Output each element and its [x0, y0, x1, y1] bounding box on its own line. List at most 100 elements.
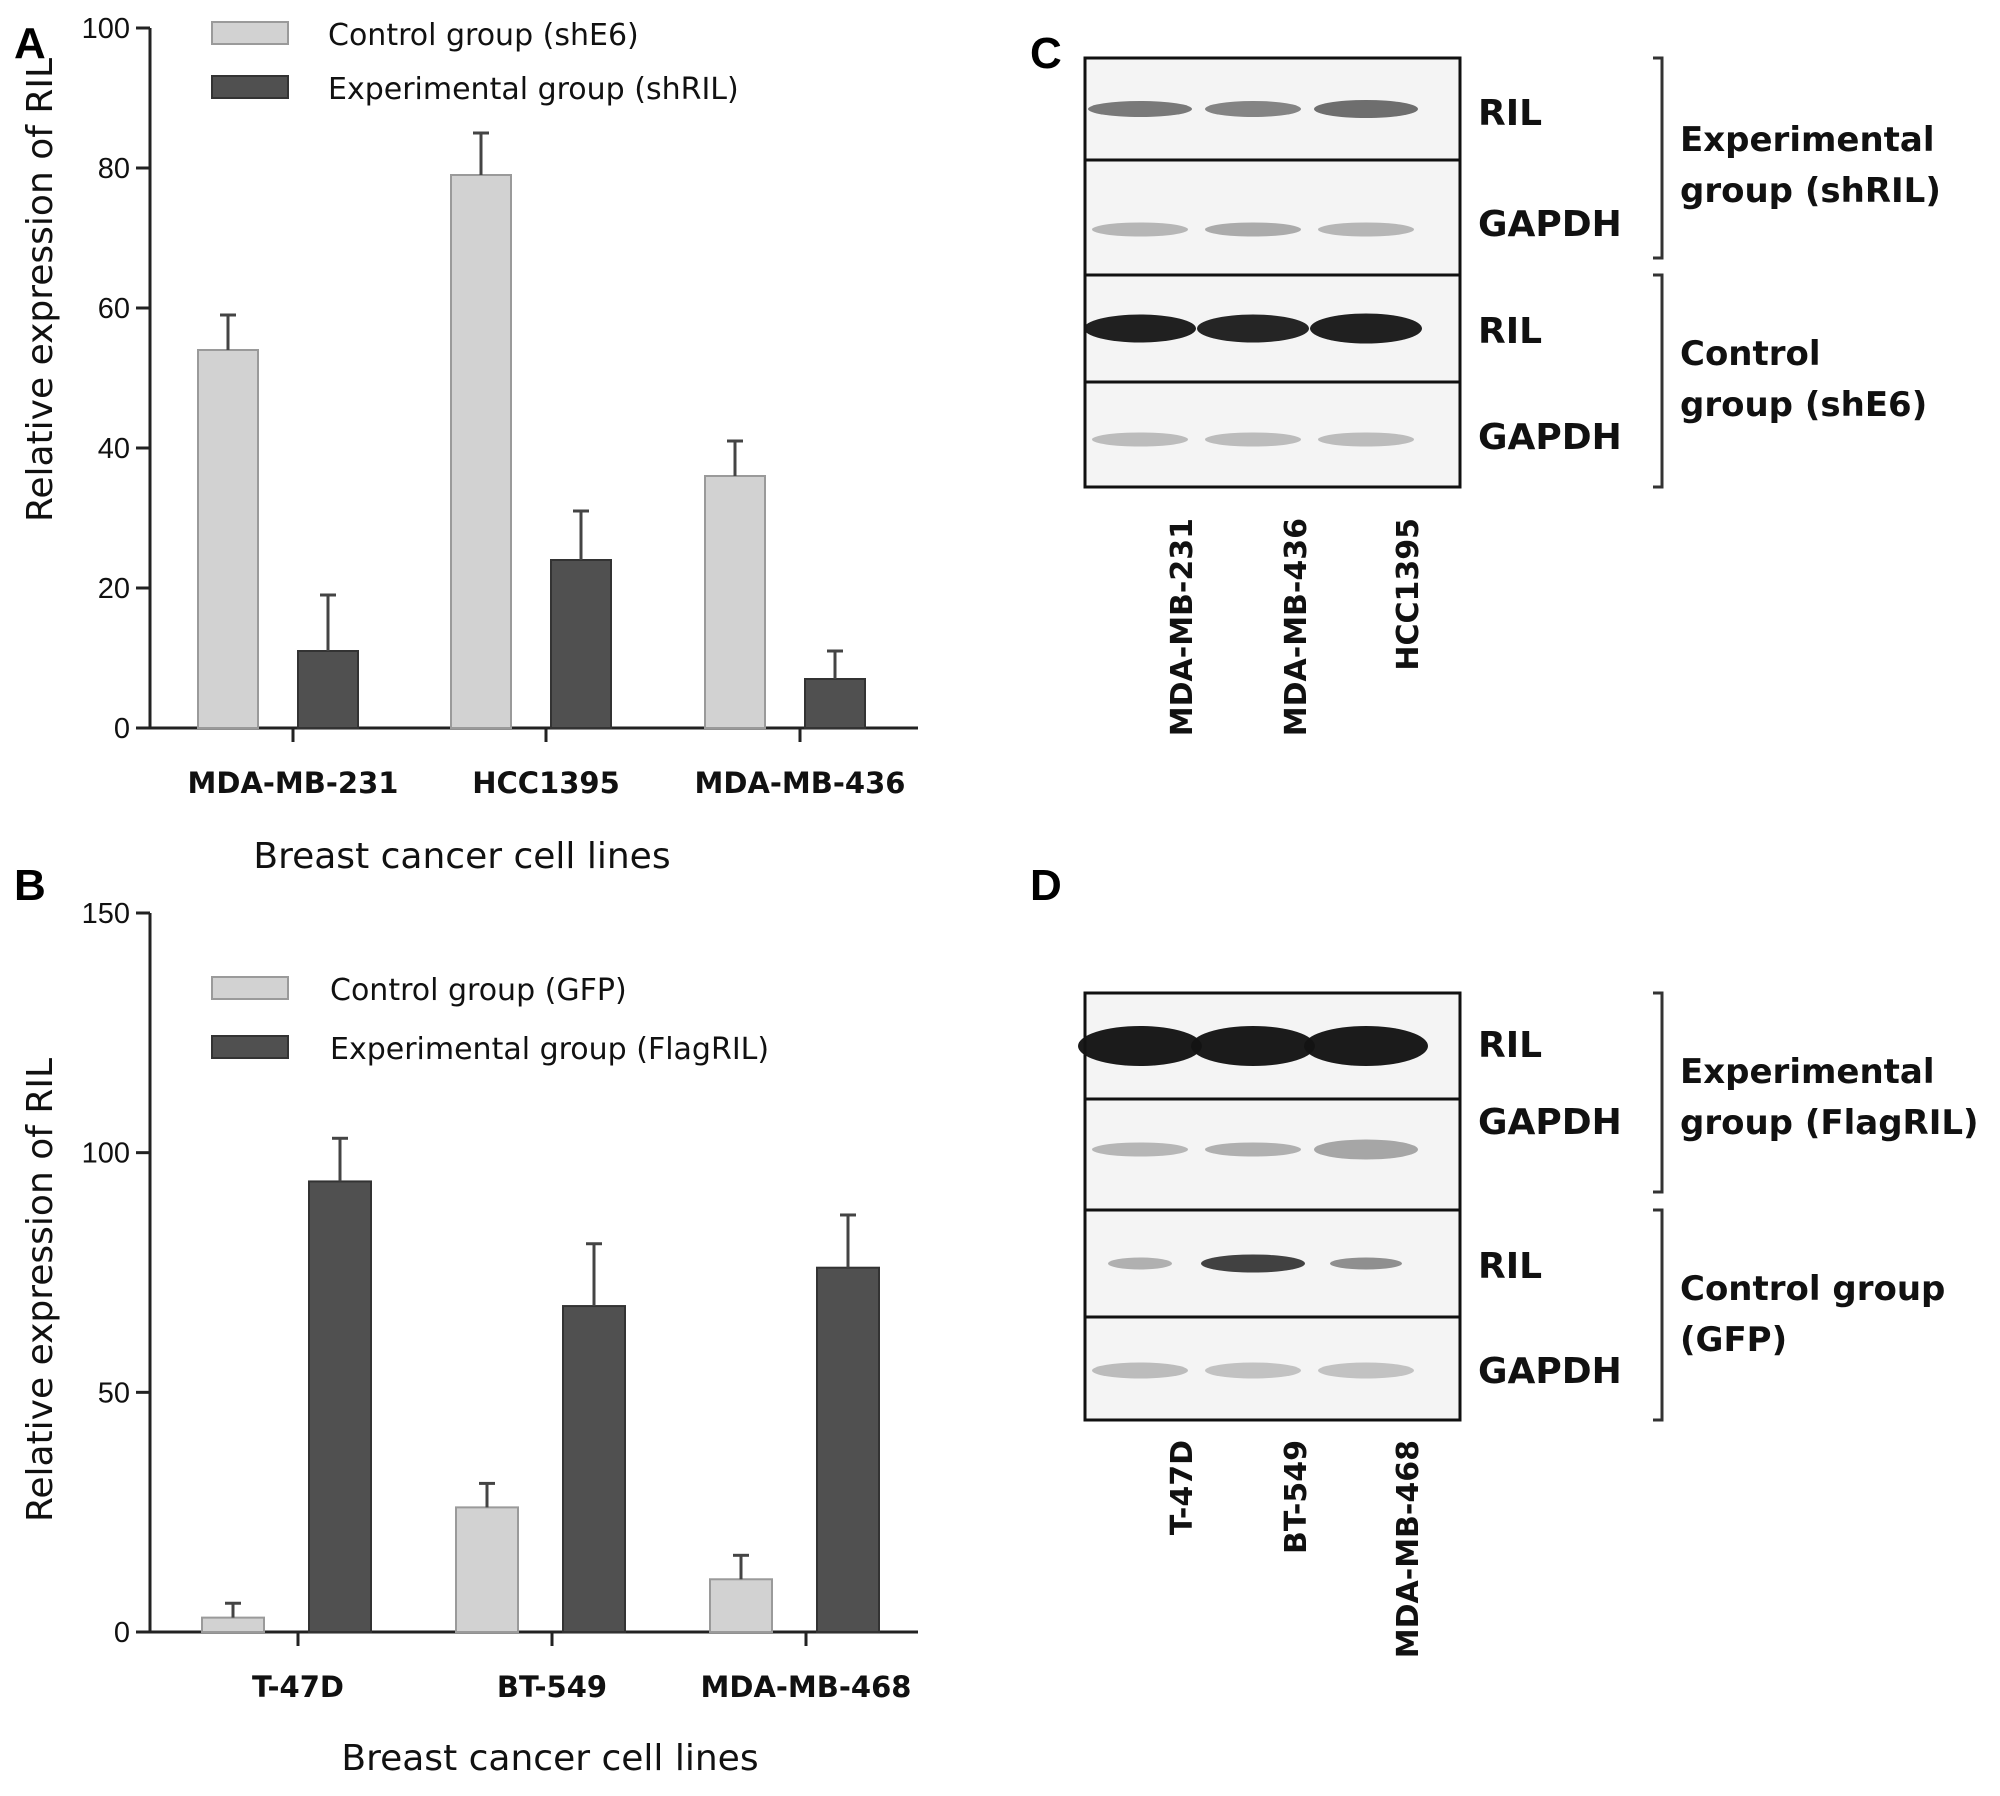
blot-band [1205, 1142, 1301, 1157]
x-tick-label: MDA-MB-231 [188, 766, 399, 800]
x-axis-label: Breast cancer cell lines [253, 836, 670, 877]
bar-control [704, 475, 766, 729]
panel-a-letter: A [14, 19, 46, 68]
legend-swatch-experimental [211, 75, 289, 99]
blot-row-label-ril: RIL [1478, 311, 1542, 352]
group-bracket [1653, 56, 1664, 260]
blot-band [1318, 432, 1414, 447]
bar-experimental [550, 559, 612, 729]
blot-band [1205, 222, 1301, 237]
lane-labels: MDA-MB-231 MDA-MB-436 HCC1395 [1165, 518, 1426, 736]
blot-row-label-gapdh: GAPDH [1478, 417, 1622, 458]
y-axis-label: Relative expression of RIL [20, 1058, 61, 1522]
group-label-control-line1: Control [1680, 334, 1821, 374]
group-label-control-line2: group (shE6) [1680, 385, 1927, 425]
blot-row-label-ril: RIL [1478, 93, 1542, 134]
bar-experimental [562, 1305, 626, 1633]
group-label-experimental-line1: Experimental [1680, 1052, 1935, 1092]
blot-strip [1083, 380, 1462, 489]
group-label-control-line2: (GFP) [1680, 1320, 1787, 1360]
panel-d-letter: D [1030, 861, 1062, 910]
legend-label-experimental: Experimental group (FlagRIL) [330, 1032, 769, 1067]
group-bracket [1653, 1208, 1664, 1422]
legend-swatch-control [211, 976, 289, 1000]
blot-band [1205, 101, 1301, 117]
y-tick-label: 0 [114, 713, 130, 745]
western-blot-d: RIL GAPDH RIL GAPDH Experimental group (… [1078, 991, 1979, 1658]
blot-band [1197, 314, 1309, 343]
y-tick-label: 20 [98, 573, 130, 605]
y-tick-label: 100 [82, 13, 130, 45]
group-bracket [1653, 273, 1664, 489]
lane-label-1: T-47D [1165, 1440, 1200, 1535]
blot-strip [1083, 158, 1462, 277]
blot-row-label-gapdh: GAPDH [1478, 1351, 1622, 1392]
blot-band [1330, 1257, 1402, 1270]
y-tick-label: 50 [98, 1377, 130, 1409]
chart-b: Control group (GFP) Experimental group (… [20, 898, 918, 1779]
bar-experimental [804, 678, 866, 729]
blot-band [1088, 101, 1192, 117]
bar-experimental [297, 650, 359, 729]
chart-b-legend: Control group (GFP) Experimental group (… [211, 973, 769, 1067]
group-label-control-line1: Control group [1680, 1269, 1945, 1309]
blot-band [1078, 1026, 1202, 1066]
blot-row-labels: RIL GAPDH RIL GAPDH [1478, 93, 1622, 458]
panel-b-letter: B [14, 861, 46, 910]
blot-row-labels: RIL GAPDH RIL GAPDH [1478, 1025, 1622, 1392]
blot-row-label-ril: RIL [1478, 1246, 1542, 1287]
blot-strip [1083, 1097, 1462, 1212]
blot-band [1205, 1362, 1301, 1379]
legend-swatch-experimental [211, 1035, 289, 1059]
panel-c-letter: C [1030, 29, 1062, 78]
chart-a-legend: Control group (shE6) Experimental group … [211, 18, 739, 107]
blot-band [1092, 1142, 1188, 1157]
blot-band [1092, 432, 1188, 447]
legend-label-control: Control group (GFP) [330, 973, 627, 1008]
group-label-experimental-line2: group (FlagRIL) [1680, 1103, 1979, 1143]
bar-experimental [816, 1266, 880, 1633]
x-tick-label: T-47D [252, 1670, 344, 1704]
bar-control [197, 349, 259, 729]
x-tick-label: BT-549 [497, 1670, 607, 1704]
x-tick-label: HCC1395 [472, 766, 620, 800]
blot-band [1201, 1254, 1305, 1273]
lane-labels: T-47D BT-549 MDA-MB-468 [1165, 1440, 1426, 1658]
blot-row-label-gapdh: GAPDH [1478, 1102, 1622, 1143]
blot-band [1092, 222, 1188, 237]
y-tick-label: 40 [98, 433, 130, 465]
group-bracket [1653, 991, 1664, 1194]
western-blot-c: RIL GAPDH RIL GAPDH Experimental group (… [1083, 56, 1941, 736]
legend-swatch-control [211, 21, 289, 45]
blot-band [1205, 432, 1301, 447]
lane-label-3: HCC1395 [1391, 518, 1426, 671]
blot-band [1084, 314, 1196, 343]
lane-label-3: MDA-MB-468 [1391, 1440, 1426, 1658]
lane-label-2: MDA-MB-436 [1279, 518, 1314, 736]
x-tick-label: MDA-MB-468 [701, 1670, 912, 1704]
y-tick-label: 100 [82, 1138, 130, 1170]
blot-band [1310, 313, 1422, 344]
blot-band [1092, 1362, 1188, 1379]
group-label-experimental-line1: Experimental [1680, 120, 1935, 160]
blot-group-labels: Experimental group (shRIL) Control group… [1680, 120, 1941, 425]
blot-row-label-ril: RIL [1478, 1025, 1542, 1066]
y-axis-label: Relative expression of RIL [20, 58, 61, 522]
blot-row-label-gapdh: GAPDH [1478, 204, 1622, 245]
bar-control [455, 1506, 519, 1633]
lane-label-2: BT-549 [1279, 1440, 1314, 1554]
blot-band [1191, 1026, 1315, 1066]
legend-label-control: Control group (shE6) [328, 18, 639, 53]
bar-control [201, 1616, 265, 1633]
blot-band [1318, 1362, 1414, 1379]
bar-control [709, 1578, 773, 1633]
lane-label-1: MDA-MB-231 [1165, 518, 1200, 736]
blot-strip [1083, 1315, 1462, 1422]
legend-label-experimental: Experimental group (shRIL) [328, 72, 739, 107]
blot-band [1314, 100, 1418, 118]
group-label-experimental-line2: group (shRIL) [1680, 171, 1941, 211]
blot-band [1108, 1257, 1172, 1270]
blot-group-labels: Experimental group (FlagRIL) Control gro… [1680, 1052, 1979, 1360]
bar-control [450, 174, 512, 729]
